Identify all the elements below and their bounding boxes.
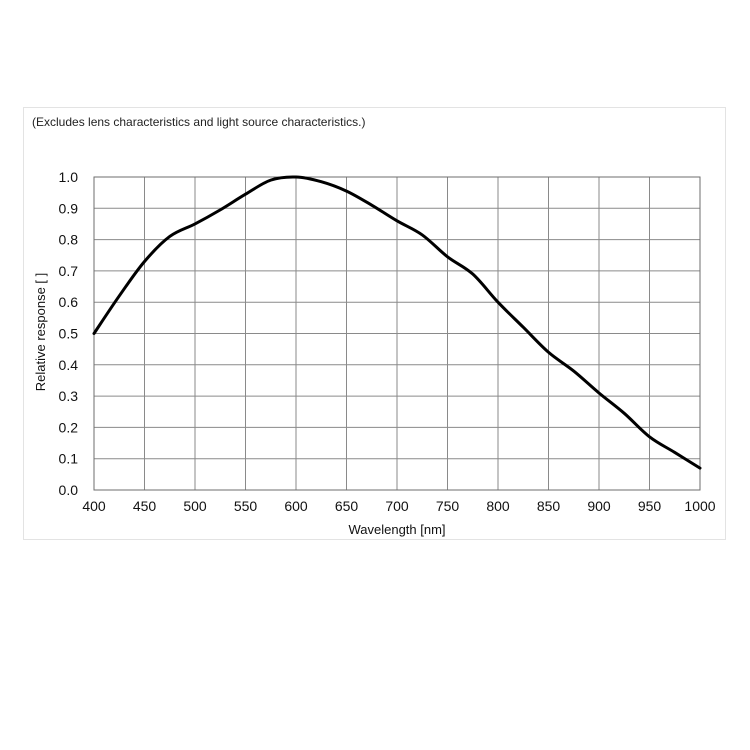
- y-tick-label: 0.6: [59, 294, 79, 310]
- y-tick-label: 0.0: [59, 482, 79, 498]
- relative-response-curve: [92, 175, 702, 470]
- x-axis-label: Wavelength [nm]: [348, 522, 445, 537]
- x-tick-label: 800: [486, 498, 510, 514]
- x-tick-label: 950: [638, 498, 662, 514]
- chart-ticks: 400 450 500 550 600 650 700 750 800 850 900 950 1000…: [59, 169, 716, 514]
- x-tick-label: 550: [234, 498, 258, 514]
- x-tick-label: 900: [587, 498, 611, 514]
- x-tick-label: 750: [436, 498, 460, 514]
- x-tick-label: 500: [183, 498, 207, 514]
- y-tick-label: 0.7: [59, 263, 79, 279]
- y-tick-label: 0.3: [59, 388, 79, 404]
- chart-figure-panel: (Excludes lens characteristics and light…: [23, 107, 726, 540]
- chart-grid: [93, 176, 701, 491]
- y-tick-label: 0.1: [59, 451, 79, 467]
- y-tick-label: 1.0: [59, 169, 79, 185]
- x-tick-label: 1000: [684, 498, 715, 514]
- y-tick-label: 0.9: [59, 200, 79, 216]
- x-tick-label: 600: [284, 498, 308, 514]
- y-tick-label: 0.5: [59, 326, 79, 342]
- x-tick-label: 850: [537, 498, 561, 514]
- x-tick-label: 650: [335, 498, 359, 514]
- y-axis-label: Relative response [ ]: [33, 273, 48, 392]
- chart-svg: (Excludes lens characteristics and light…: [32, 115, 716, 537]
- x-tick-label: 400: [82, 498, 106, 514]
- y-tick-label: 0.8: [59, 232, 79, 248]
- y-tick-label: 0.2: [59, 419, 79, 435]
- y-tick-label: 0.4: [59, 357, 79, 373]
- x-tick-label: 700: [385, 498, 409, 514]
- x-tick-label: 450: [133, 498, 157, 514]
- chart-note: (Excludes lens characteristics and light…: [32, 115, 365, 129]
